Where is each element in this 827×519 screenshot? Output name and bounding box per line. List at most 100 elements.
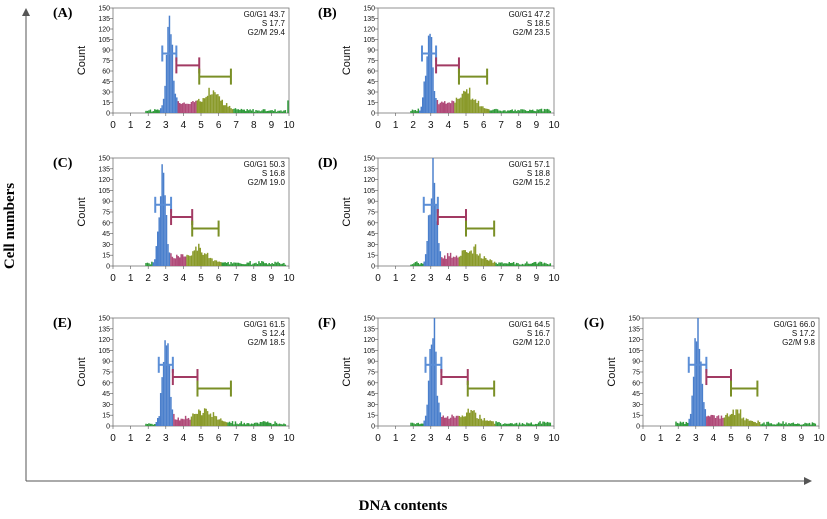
histogram-bin	[467, 408, 469, 426]
histogram-bin	[473, 99, 475, 113]
histogram-bin	[508, 262, 510, 266]
y-tick-label: 45	[632, 391, 640, 398]
histogram-bin	[410, 264, 412, 266]
x-tick-label: 1	[128, 433, 134, 444]
histogram-bin	[281, 263, 284, 266]
histogram	[410, 318, 552, 426]
histogram-bin	[501, 111, 503, 113]
histogram-bin	[429, 214, 431, 266]
histogram-bin	[438, 104, 440, 113]
histogram-bin	[225, 422, 228, 426]
x-tick-label: 4	[181, 273, 187, 284]
histogram-bin	[212, 90, 215, 113]
y-tick-label: 60	[102, 380, 110, 387]
x-tick-label: 10	[813, 433, 825, 444]
histogram-bin	[695, 341, 698, 426]
histogram-bin	[181, 103, 184, 113]
histogram-bin	[813, 422, 815, 426]
histogram-bin	[211, 416, 213, 426]
histogram-bin	[773, 424, 775, 426]
histogram-bin	[230, 108, 232, 113]
histogram-bin	[252, 263, 254, 266]
histogram-bin	[492, 421, 494, 426]
y-tick-label: 45	[102, 231, 110, 238]
histogram-bin	[180, 103, 182, 113]
x-tick-label: 5	[198, 120, 204, 131]
phase-stat: G0/G1 57.1	[509, 160, 551, 169]
histogram-bin	[258, 110, 260, 113]
histogram-bin	[256, 422, 259, 426]
histogram-bin	[267, 110, 269, 113]
histogram-bin	[517, 424, 519, 426]
histogram-bin	[249, 424, 251, 426]
histogram-bin	[479, 106, 481, 113]
histogram-bin	[203, 98, 206, 113]
x-tick-label: 9	[534, 120, 540, 131]
histogram-bin	[546, 421, 549, 426]
histogram-bin	[451, 257, 453, 266]
y-tick-label: 15	[102, 413, 110, 420]
histogram-bin	[269, 110, 272, 113]
histogram-bin	[189, 104, 191, 113]
x-tick-label: 4	[446, 120, 452, 131]
y-tick-label: 120	[98, 337, 110, 344]
histogram-bin	[212, 412, 215, 426]
histogram-bin	[474, 99, 477, 113]
histogram-bin	[549, 110, 552, 113]
histogram-bin	[466, 412, 468, 426]
histogram-bin	[224, 105, 226, 113]
histogram-bin	[533, 424, 535, 426]
phase-stat: G2/M 12.0	[513, 338, 551, 347]
histogram-bin	[201, 415, 203, 426]
histogram-bin	[518, 110, 521, 113]
x-tick-label: 5	[198, 273, 204, 284]
x-tick-label: 3	[428, 120, 434, 131]
histogram-bin	[417, 108, 420, 113]
x-tick-label: 4	[711, 433, 717, 444]
histogram-bin	[449, 103, 452, 113]
histogram-bin	[201, 252, 203, 266]
histogram-bin	[534, 111, 537, 113]
y-tick-label: 90	[632, 359, 640, 366]
histogram-bin	[173, 413, 175, 426]
panel-label: (G)	[584, 316, 605, 331]
histogram-bin	[176, 254, 178, 266]
histogram-bin	[463, 416, 465, 426]
histogram-bin	[520, 109, 522, 113]
histogram-bin	[275, 422, 278, 426]
histogram-bin	[280, 264, 282, 266]
histogram-bin	[476, 254, 478, 266]
histogram-bin	[711, 414, 714, 426]
x-tick-label: 7	[233, 273, 239, 284]
histogram-bin	[262, 261, 265, 266]
histogram-bin	[170, 34, 172, 113]
x-tick-label: 2	[145, 120, 151, 131]
histogram-bin	[490, 421, 493, 426]
histogram-bin	[151, 111, 153, 113]
histogram-bin	[808, 422, 811, 426]
histogram-bin	[211, 258, 213, 266]
histogram-bin	[441, 416, 443, 426]
histogram-bin	[212, 261, 215, 266]
histogram-bin	[237, 109, 240, 113]
histogram-bin	[470, 99, 472, 113]
phase-stat: S 18.8	[527, 169, 551, 178]
histogram-bin	[758, 422, 761, 426]
histogram-bin	[505, 263, 508, 266]
x-tick-label: 0	[375, 120, 381, 131]
histogram-bin	[508, 110, 510, 113]
histogram-bin	[159, 108, 162, 113]
histogram-bin	[545, 263, 547, 266]
histogram-bin	[754, 422, 756, 426]
histogram-bin	[797, 423, 799, 426]
histogram-bin	[476, 418, 478, 426]
histogram-bin	[186, 103, 188, 113]
histogram-bin	[180, 254, 182, 266]
histogram-bin	[209, 413, 212, 426]
x-tick-label: 0	[640, 433, 646, 444]
histogram-bin	[164, 85, 166, 113]
histogram-bin	[429, 348, 431, 426]
panel-label: (F)	[318, 316, 336, 331]
histogram-bin	[281, 111, 284, 113]
